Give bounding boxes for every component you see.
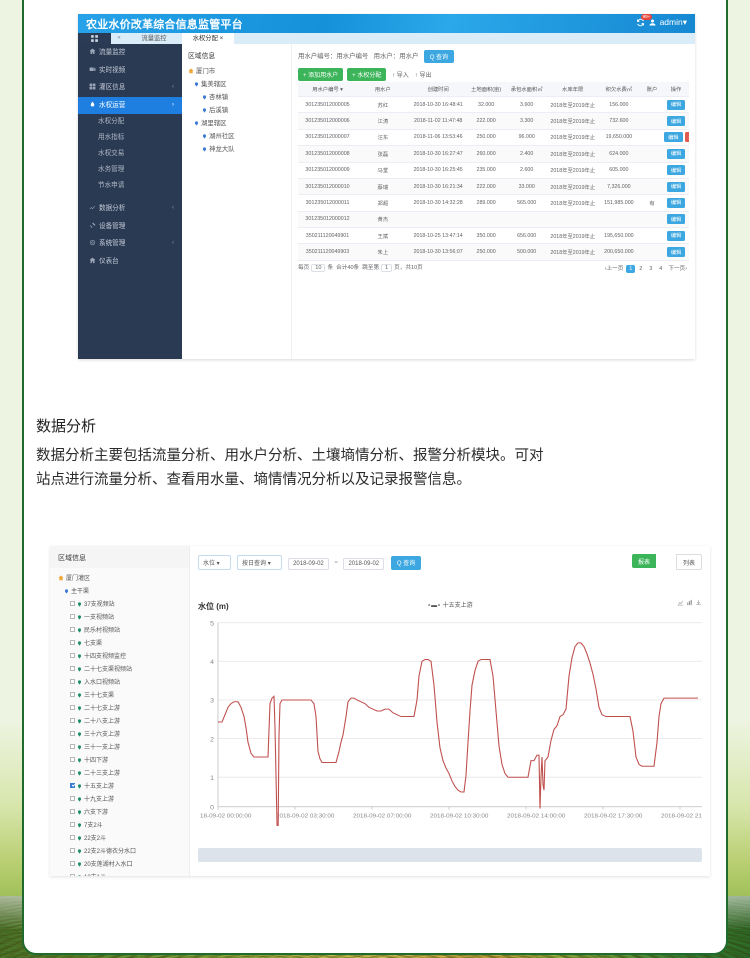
svg-text:0: 0: [210, 805, 214, 812]
svg-text:2018-09-02 10:30:00: 2018-09-02 10:30:00: [430, 814, 489, 820]
svg-text:2018-09-02 21:00:0: 2018-09-02 21:00:0: [661, 814, 702, 820]
svg-text:18-09-02 00:00:00: 18-09-02 00:00:00: [200, 814, 252, 820]
svg-text:5: 5: [210, 621, 214, 628]
svg-text:2018-09-02 14:00:00: 2018-09-02 14:00:00: [507, 814, 566, 820]
svg-text:4: 4: [210, 659, 214, 666]
svg-text:2018-09-02 07:00:00: 2018-09-02 07:00:00: [353, 814, 412, 820]
svg-text:2: 2: [210, 737, 214, 744]
svg-text:3: 3: [210, 698, 214, 705]
svg-text:2018-09-02 03:30:00: 2018-09-02 03:30:00: [276, 814, 335, 820]
svg-text:1: 1: [210, 775, 214, 782]
svg-text:2018-09-02 17:30:00: 2018-09-02 17:30:00: [584, 814, 643, 820]
